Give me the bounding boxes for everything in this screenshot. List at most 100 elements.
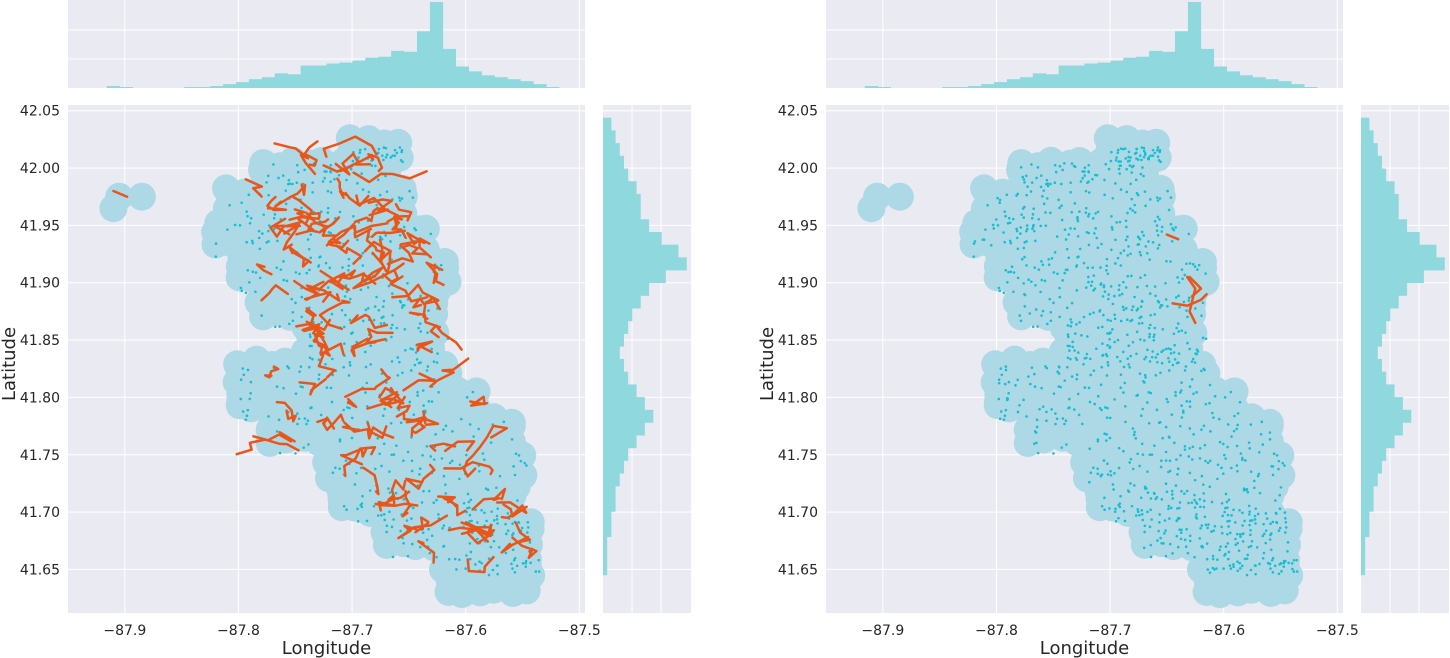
station-point <box>1088 447 1091 450</box>
station-point <box>1007 270 1010 274</box>
station-point <box>391 154 394 157</box>
station-point <box>321 180 325 183</box>
station-point <box>1084 189 1088 193</box>
station-point <box>1068 349 1071 352</box>
station-point <box>1138 338 1142 341</box>
station-point <box>1175 361 1179 365</box>
station-point <box>1065 247 1069 251</box>
station-point <box>1042 189 1046 192</box>
route-segment <box>387 490 411 501</box>
station-point <box>425 369 429 372</box>
station-point <box>290 297 294 301</box>
side-histogram-bar <box>603 359 624 372</box>
station-point <box>1118 283 1121 287</box>
route-segment <box>341 425 361 432</box>
station-point <box>1149 313 1152 317</box>
station-point <box>1075 377 1079 381</box>
station-point <box>399 421 403 424</box>
station-point <box>1086 335 1089 338</box>
top-histogram-bar <box>391 50 405 88</box>
station-point <box>1022 178 1026 181</box>
station-point <box>1143 381 1146 384</box>
route-segment <box>367 153 384 173</box>
station-point <box>383 518 387 522</box>
route-segment <box>382 269 400 284</box>
station-point <box>1129 319 1132 323</box>
side-histogram-bar <box>1361 143 1378 157</box>
station-point <box>1287 561 1290 565</box>
station-point <box>989 243 993 247</box>
side-histogram-bar <box>1361 409 1412 423</box>
station-point <box>401 536 404 540</box>
side-histogram-bar <box>1361 244 1437 258</box>
station-point <box>1244 459 1247 462</box>
station-point <box>1236 423 1239 427</box>
station-point <box>1194 515 1198 519</box>
route-segment <box>325 225 357 247</box>
station-point <box>1143 357 1146 361</box>
route-segment <box>305 280 341 302</box>
station-point <box>414 228 418 232</box>
station-point <box>1261 443 1265 446</box>
station-point <box>1262 522 1265 526</box>
station-point <box>416 390 419 394</box>
station-point <box>1106 364 1110 367</box>
station-point <box>1106 332 1109 335</box>
station-point <box>1240 564 1244 568</box>
top-histogram-bar <box>1110 60 1124 88</box>
station-point <box>1220 525 1223 529</box>
station-point <box>442 474 446 478</box>
coverage-buffer <box>1142 128 1171 157</box>
y-axis-label: Latitude <box>757 327 778 401</box>
station-point <box>1180 381 1183 384</box>
station-point <box>1076 392 1080 396</box>
station-point <box>1264 512 1268 515</box>
station-point <box>1046 184 1050 188</box>
station-point <box>239 378 243 382</box>
station-point <box>1275 512 1278 515</box>
route-segment <box>293 269 339 291</box>
route-segment <box>425 261 445 287</box>
station-point <box>1217 417 1221 421</box>
station-point <box>361 319 365 323</box>
route-segment <box>511 536 538 560</box>
top-histogram-bar <box>326 63 340 88</box>
station-point <box>1131 427 1135 430</box>
station-point <box>1295 558 1298 562</box>
station-point <box>1108 337 1111 341</box>
station-point <box>373 305 377 308</box>
station-point <box>329 170 332 173</box>
route-segment <box>363 240 392 275</box>
station-point <box>1140 508 1144 512</box>
station-point <box>1074 332 1077 335</box>
station-point <box>1019 226 1023 229</box>
station-point <box>1136 235 1140 239</box>
station-point <box>1126 357 1129 360</box>
station-point <box>444 492 448 495</box>
side-histogram-bar <box>603 282 650 296</box>
station-point <box>372 318 376 322</box>
station-point <box>361 251 365 255</box>
side-histogram-bar <box>603 536 608 550</box>
station-point <box>375 203 378 207</box>
station-point <box>442 524 446 527</box>
station-point <box>272 163 275 166</box>
station-point <box>398 299 402 303</box>
x-tick-label: −87.5 <box>558 623 601 639</box>
station-point <box>1069 318 1072 321</box>
station-point <box>1066 344 1070 348</box>
side-histogram-bar <box>1361 346 1378 360</box>
station-point <box>298 370 301 373</box>
station-point <box>526 520 530 524</box>
route-segment <box>365 228 386 264</box>
station-point <box>1164 298 1168 301</box>
station-point <box>1130 165 1134 169</box>
station-point <box>390 292 394 295</box>
y-tick-label: 41.85 <box>778 333 818 349</box>
side-histogram-bar <box>603 193 641 207</box>
station-point <box>306 238 310 241</box>
station-point <box>1130 197 1134 201</box>
station-point <box>1160 304 1164 307</box>
station-point <box>1130 274 1133 278</box>
station-point <box>388 491 392 494</box>
